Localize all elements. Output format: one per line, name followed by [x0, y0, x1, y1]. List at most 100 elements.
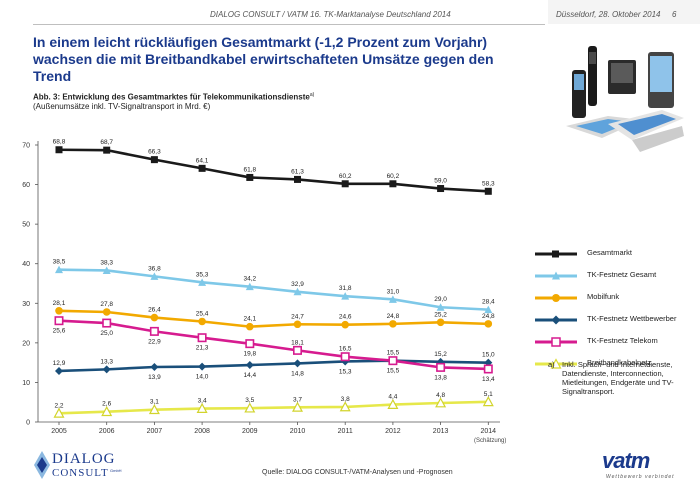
data-label: 15,0: [482, 352, 495, 359]
data-label: 24,6: [339, 314, 352, 321]
data-point: [436, 303, 445, 311]
data-label: 2,6: [102, 401, 111, 408]
data-label: 32,9: [291, 281, 304, 288]
data-label: 26,4: [148, 307, 161, 314]
data-point: [293, 287, 302, 296]
legend-label: Mobilfunk: [587, 292, 620, 301]
data-point: [197, 333, 207, 343]
x-tick-label: 2012: [385, 428, 401, 435]
data-label: 59,0: [434, 178, 447, 185]
header-background: [0, 0, 500, 24]
dialog-consult-gmbh: GmbH: [110, 468, 122, 473]
data-point: [339, 401, 351, 412]
y-tick-label: 50: [22, 222, 30, 229]
data-label: 31,0: [387, 288, 400, 295]
data-point: [150, 272, 159, 280]
data-point: [196, 402, 208, 413]
data-point: [484, 305, 493, 314]
data-label: 15,5: [387, 350, 400, 357]
data-label: 24,7: [291, 313, 304, 320]
data-point: [437, 185, 445, 193]
chart-axes: 0 10 20 30 40 50 60 70 2005 2006 2007 2008 2009 2010 2…: [22, 141, 500, 435]
data-label: 16,5: [339, 346, 352, 353]
data-label: 13,4: [482, 376, 495, 383]
data-point: [55, 265, 63, 274]
data-point: [54, 316, 64, 326]
figure-caption: Abb. 3: Entwicklung des Gesamtmarktes fü…: [33, 92, 314, 102]
series-line: [58, 268, 489, 311]
data-point: [55, 146, 63, 154]
legend-label: TK-Festnetz Gesamt: [587, 270, 657, 279]
data-point: [102, 365, 111, 374]
data-point: [198, 317, 206, 326]
x-tick-label: 2014: [481, 428, 497, 435]
x-tick-label: 2009: [242, 428, 258, 435]
data-label: 28,4: [482, 299, 495, 306]
data-point: [436, 362, 446, 372]
data-point: [435, 397, 447, 408]
data-point: [55, 307, 63, 315]
data-label: 12,9: [53, 360, 66, 367]
data-label: 14,0: [196, 374, 209, 381]
data-point: [150, 156, 158, 164]
x-tick-label: 2008: [194, 428, 210, 435]
data-point: [102, 266, 111, 274]
dialog-consult-logo: DIALOG CONSULT GmbH: [34, 449, 124, 483]
x-tick-label: 2010: [290, 428, 306, 435]
data-label: 24,8: [387, 313, 400, 320]
dialog-consult-name: DIALOG: [52, 451, 116, 467]
data-point: [436, 318, 445, 327]
chart-markers: [53, 146, 494, 418]
data-label: 3,5: [245, 397, 254, 404]
devices-image: [562, 40, 684, 156]
data-point: [101, 405, 113, 417]
data-label: 60,2: [339, 173, 352, 180]
data-point: [389, 180, 397, 188]
y-tick-label: 20: [22, 340, 30, 347]
data-point: [198, 278, 207, 286]
data-label: 35,3: [196, 271, 209, 278]
header-date-background: [548, 0, 700, 24]
data-point: [246, 322, 254, 331]
series-line: [58, 359, 489, 373]
data-point: [245, 282, 254, 291]
data-label: 58,3: [482, 180, 495, 187]
data-label: 66,3: [148, 149, 161, 156]
data-point: [148, 403, 160, 415]
data-label: 18,1: [291, 339, 304, 346]
vatm-name: vatm: [602, 448, 650, 473]
data-label: 61,8: [243, 166, 256, 173]
data-label: 36,8: [148, 265, 161, 272]
legend-swatch-festnetz-gesamt: [535, 271, 577, 280]
estimate-label: (Schätzung): [474, 438, 507, 444]
data-point: [294, 175, 301, 183]
data-label: 14,4: [243, 372, 256, 379]
figure-caption-text: Abb. 3: Entwicklung des Gesamtmarktes fü…: [33, 92, 310, 102]
data-label: 13,3: [100, 358, 113, 365]
legend-swatch-wettbewerber: [535, 315, 577, 325]
data-label: 13,9: [148, 374, 161, 381]
data-label: 34,2: [243, 276, 256, 283]
data-point: [53, 407, 65, 418]
page-title: In einem leicht rückläufigen Gesamtmarkt…: [33, 34, 494, 84]
data-label: 31,8: [339, 285, 352, 292]
data-label: 61,3: [291, 168, 304, 175]
data-label: 15,5: [387, 368, 400, 375]
x-tick-label: 2007: [147, 428, 163, 435]
data-point: [292, 345, 302, 355]
header-title: DIALOG CONSULT / VATM 16. TK-Marktanalys…: [210, 10, 451, 19]
data-point: [293, 359, 302, 368]
data-point: [245, 361, 254, 370]
x-tick-label: 2005: [51, 428, 67, 435]
y-tick-label: 30: [22, 301, 30, 308]
data-point: [484, 320, 493, 328]
data-point: [55, 366, 63, 375]
series-line: [58, 319, 489, 371]
data-point: [389, 320, 397, 328]
footnote-letter: a): [548, 360, 555, 369]
data-point: [244, 402, 256, 413]
data-point: [150, 362, 159, 371]
data-label: 4,4: [388, 394, 397, 401]
series-line: [58, 309, 489, 328]
legend-label: TK-Festnetz Wettbewerber: [587, 314, 677, 323]
